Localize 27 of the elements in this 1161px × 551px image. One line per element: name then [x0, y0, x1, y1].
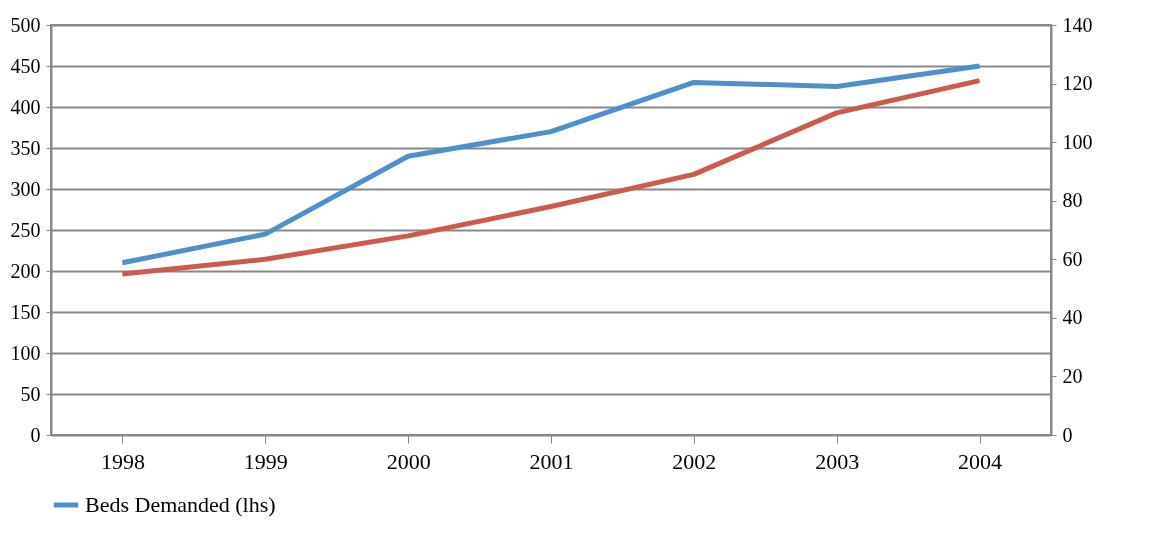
x-tick-label: 1999: [243, 448, 288, 474]
y2-tick-label: 0: [1062, 423, 1073, 446]
y-tick-label: 0: [30, 423, 41, 446]
y-tick-label: 300: [10, 177, 41, 200]
y-tick-label: 450: [10, 54, 41, 77]
x-tick-label: 2001: [529, 448, 574, 474]
y2-tick-label: 20: [1062, 364, 1083, 387]
x-tick-label: 2003: [815, 448, 860, 474]
y-tick-label: 400: [10, 95, 41, 118]
x-tick-label: 2000: [386, 448, 431, 474]
y2-tick-label: 140: [1062, 13, 1093, 36]
legend-label: Beds Demanded (lhs): [85, 492, 276, 517]
y-tick-label: 200: [10, 259, 41, 282]
x-tick-label: 1998: [100, 448, 145, 474]
x-tick-label: 2002: [672, 448, 717, 474]
y2-tick-label: 80: [1062, 189, 1083, 212]
y2-tick-label: 60: [1062, 247, 1083, 270]
y-tick-label: 100: [10, 341, 41, 364]
y2-tick-label: 120: [1062, 72, 1093, 95]
y-tick-label: 50: [20, 382, 41, 405]
y2-tick-label: 100: [1062, 130, 1093, 153]
y-tick-label: 350: [10, 136, 41, 159]
y2-tick-label: 40: [1062, 306, 1083, 329]
y-tick-label: 250: [10, 218, 41, 241]
y-tick-label: 500: [10, 13, 41, 36]
y-tick-label: 150: [10, 300, 41, 323]
x-tick-label: 2004: [958, 448, 1003, 474]
